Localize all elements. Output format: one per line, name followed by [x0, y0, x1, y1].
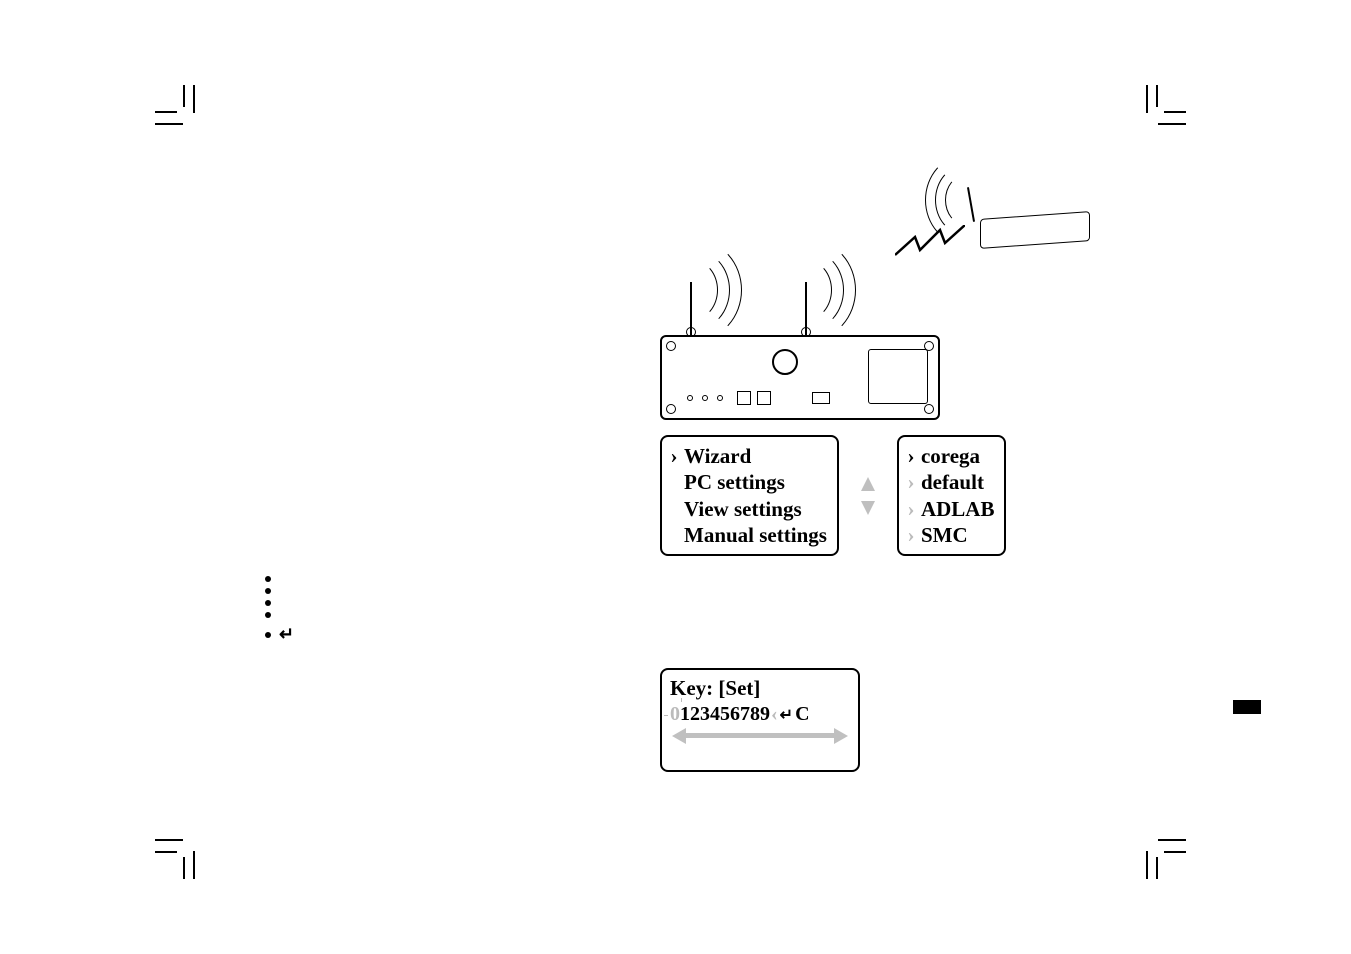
menu-item: View settings [668, 496, 827, 522]
menu-item: ›Wizard [668, 443, 827, 469]
selection-marker-icon: › [905, 469, 917, 495]
navigation-arrows-icon [859, 477, 877, 515]
menu-item: Manual settings [668, 522, 827, 548]
network-item: ›corega [905, 443, 995, 469]
menu-screens-row: ›WizardPC settingsView settingsManual se… [660, 435, 1006, 556]
horizontal-scroll-arrows-icon [670, 728, 850, 742]
wireless-router-icon [960, 200, 1090, 250]
network-item: ›default [905, 469, 995, 495]
radio-router-diagram [660, 180, 1090, 420]
print-registration-mark [1233, 700, 1261, 714]
signal-wave-icon [766, 240, 856, 340]
clear-character: C [795, 703, 809, 726]
menu-item-label: Manual settings [684, 522, 827, 548]
signal-wave-icon [652, 240, 742, 340]
menu-item: PC settings [668, 469, 827, 495]
crop-mark-icon [1146, 85, 1186, 125]
selection-marker-icon: › [905, 522, 917, 548]
return-arrow-icon: ↵ [279, 624, 294, 645]
crop-mark-icon [155, 85, 195, 125]
bullet-icon [265, 600, 271, 606]
network-item-label: ADLAB [921, 496, 995, 522]
enter-glyph-icon: ↵ [780, 705, 793, 725]
key-character-row: 0123456789‹↵C [670, 703, 850, 726]
crop-mark-icon [1146, 839, 1186, 879]
bullet-icon [265, 588, 271, 594]
menu-item-label: PC settings [684, 469, 785, 495]
selection-marker-icon: › [905, 496, 917, 522]
cursor-character: 0 [670, 703, 680, 726]
bullet-list: ↵ [265, 576, 294, 645]
key-title: Key: [Set] [670, 676, 850, 701]
key-entry-screen: Key: [Set] 0123456789‹↵C [660, 668, 860, 772]
network-item-label: corega [921, 443, 980, 469]
menu-item-label: Wizard [684, 443, 751, 469]
network-item-label: default [921, 469, 984, 495]
settings-menu-screen: ›WizardPC settingsView settingsManual se… [660, 435, 839, 556]
selection-marker-icon: › [905, 443, 917, 469]
bullet-item: ↵ [265, 624, 294, 645]
digit-characters: 123456789 [680, 703, 770, 726]
manual-page: ›WizardPC settingsView settingsManual se… [0, 0, 1351, 954]
crop-mark-icon [155, 839, 195, 879]
radio-rear-panel-icon [660, 335, 940, 420]
network-list-screen: ›corega›default›ADLAB›SMC [897, 435, 1007, 556]
menu-item-label: View settings [684, 496, 802, 522]
network-item-label: SMC [921, 522, 968, 548]
network-item: ›SMC [905, 522, 995, 548]
selection-marker-icon: › [668, 443, 680, 469]
bullet-icon [265, 612, 271, 618]
bullet-icon [265, 576, 271, 582]
network-item: ›ADLAB [905, 496, 995, 522]
bullet-icon [265, 632, 271, 638]
